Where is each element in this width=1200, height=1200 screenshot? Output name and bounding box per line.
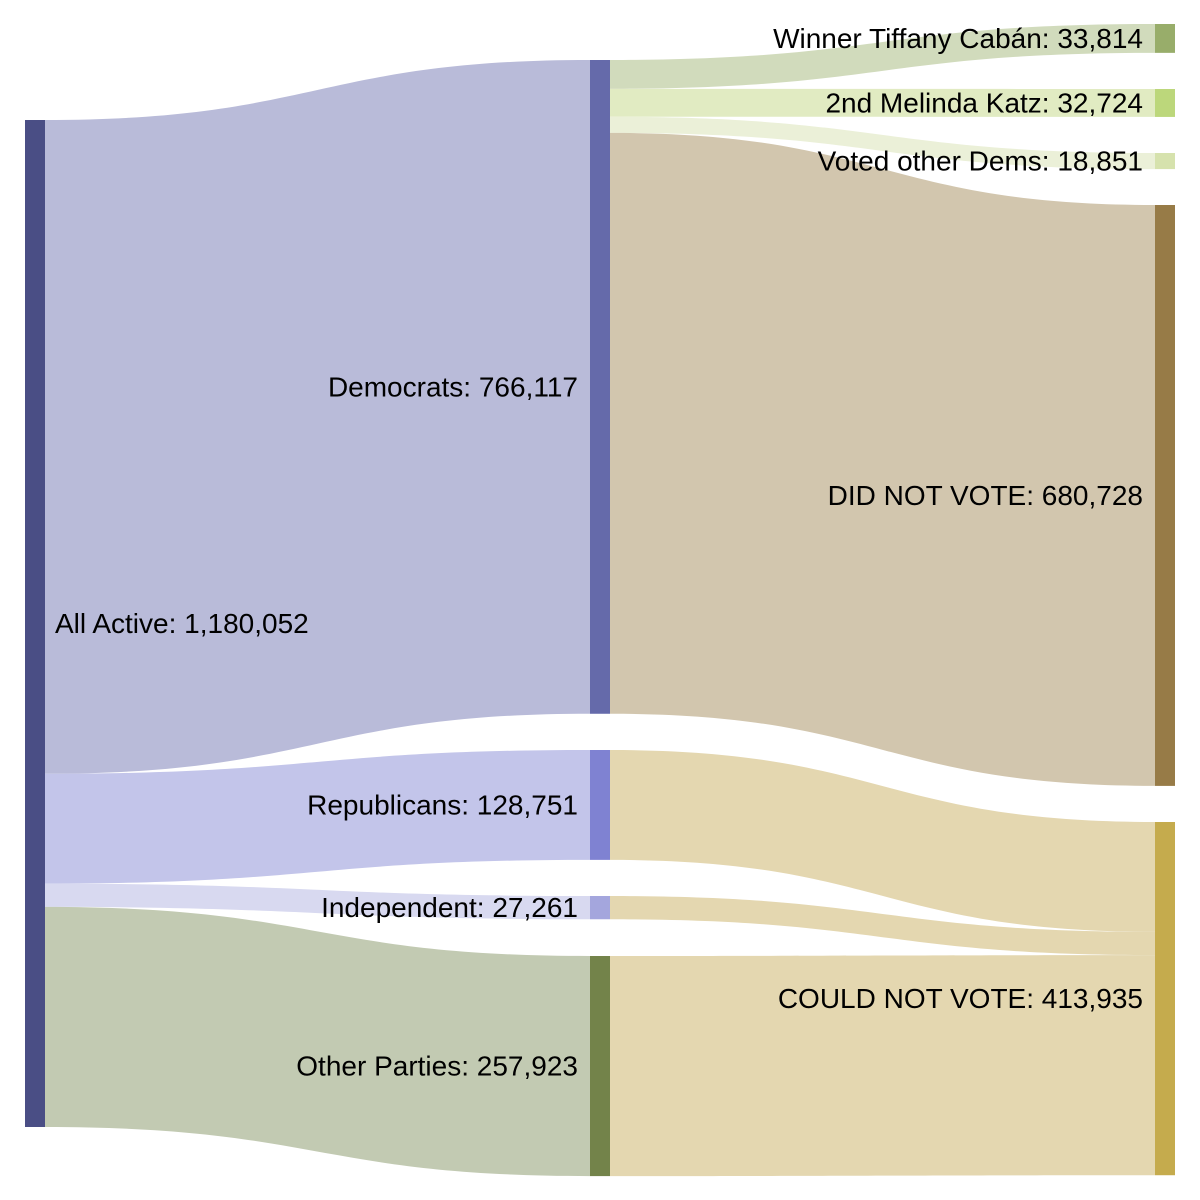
node-dnv [1155,205,1175,786]
node-cnv [1155,822,1175,1176]
node-all [25,120,45,1127]
node-oth [590,956,610,1177]
node-label-dem: Democrats: 766,117 [328,371,578,402]
node-label-dnv: DID NOT VOTE: 680,728 [828,480,1143,511]
nodes-layer [25,24,1175,1177]
link-dem-to-katz [610,88,1155,117]
node-label-rep: Republicans: 128,751 [307,789,578,820]
link-all-to-oth [45,906,590,1177]
node-label-ind: Independent: 27,261 [321,892,578,923]
node-katz [1155,89,1175,117]
node-label-caban: Winner Tiffany Cabán: 33,814 [773,23,1143,54]
link-dem-to-otherdems [610,116,1155,170]
link-all-to-dem [45,60,590,774]
node-label-katz: 2nd Melinda Katz: 32,724 [825,87,1143,118]
node-label-cnv: COULD NOT VOTE: 413,935 [778,983,1143,1014]
node-label-otherdems: Voted other Dems: 18,851 [818,146,1143,177]
link-dem-to-caban [610,24,1155,89]
node-ind [590,896,610,920]
link-dem-to-dnv [610,132,1155,786]
node-label-all: All Active: 1,180,052 [55,608,309,639]
link-all-to-ind [45,883,590,920]
node-caban [1155,24,1175,53]
labels-layer: All Active: 1,180,052 Democrats: 766,117 R… [55,23,1143,1082]
link-all-to-rep [45,750,590,884]
links-layer [45,24,1155,1177]
link-oth-to-cnv [610,955,1155,1177]
link-ind-to-cnv [610,896,1155,956]
node-dem [590,60,610,714]
link-rep-to-cnv [610,750,1155,932]
node-label-oth: Other Parties: 257,923 [296,1051,578,1082]
node-rep [590,750,610,860]
node-otherdems [1155,153,1175,170]
